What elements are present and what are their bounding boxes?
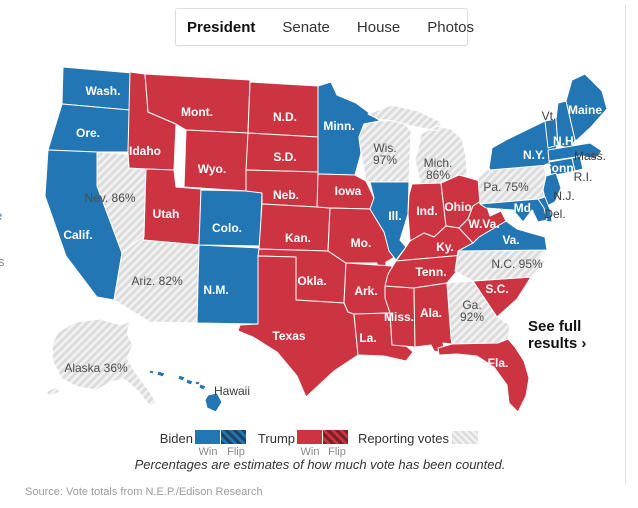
state-label-SD: S.D. [273, 150, 296, 164]
clipped-text-fragment-left-bottom: s [0, 254, 5, 269]
state-label-WA: Wash. [86, 84, 121, 98]
state-MI[interactable] [367, 104, 468, 187]
state-label-AR: Ark. [354, 284, 377, 298]
state-MA[interactable] [547, 142, 603, 162]
column-divider [625, 4, 626, 485]
state-TX[interactable] [237, 255, 359, 398]
state-MD[interactable] [479, 198, 548, 223]
state-NH[interactable] [555, 100, 576, 150]
state-label-RI: R.I. [574, 170, 593, 184]
state-label-NJ: N.J. [553, 189, 574, 203]
state-label-MT: Mont. [181, 105, 213, 119]
state-label-NC: N.C. 95% [491, 257, 543, 271]
state-label-CA: Calif. [63, 228, 92, 242]
state-label-NE: Neb. [273, 188, 299, 202]
legend-biden-label: Biden [159, 431, 193, 446]
state-label-HI: Hawaii [214, 384, 250, 398]
state-label-ME: Maine [568, 103, 602, 117]
state-label-NY: N.Y. [523, 148, 545, 162]
state-RI[interactable] [571, 155, 584, 172]
state-label-KS: Kan. [285, 231, 311, 245]
legend-trump-win-swatch [297, 430, 322, 444]
legend-biden-win-caption: Win [198, 446, 218, 458]
state-FL[interactable] [437, 338, 530, 413]
state-label-TX: Texas [272, 329, 305, 343]
state-label-WI: Wis. 97% [373, 141, 397, 167]
state-label-WV: W.Va. [468, 217, 499, 231]
state-label-PA: Pa. 75% [483, 180, 529, 194]
state-label-ND: N.D. [273, 110, 297, 124]
state-label-AL: Ala. [420, 306, 442, 320]
state-label-GA: Ga. 92% [460, 298, 484, 324]
state-label-TN: Tenn. [415, 265, 446, 279]
state-label-NM: N.M. [203, 283, 228, 297]
tab-bar: President Senate House Photos [175, 8, 474, 46]
state-label-VA: Va. [502, 233, 519, 247]
state-label-MI: Mich. 86% [424, 156, 453, 182]
state-WV[interactable] [458, 200, 507, 244]
clipped-text-fragment-left-top: e [0, 208, 2, 223]
legend-biden-flip-swatch [221, 430, 246, 444]
state-label-UT: Utah [153, 207, 180, 221]
state-label-MA: Mass. [574, 149, 606, 163]
state-label-AZ: Ariz. 82% [131, 274, 183, 288]
legend-reporting-label: Reporting votes [357, 431, 449, 446]
state-label-SC: S.C. [485, 282, 508, 296]
state-label-MN: Minn. [323, 119, 354, 133]
legend-trump-flip-caption: Flip [328, 446, 346, 458]
state-label-WY: Wyo. [198, 162, 226, 176]
state-label-VT: Vt. [542, 109, 557, 123]
state-label-ID: Idaho [129, 144, 161, 158]
state-label-CO: Colo. [212, 221, 242, 235]
map-note: Percentages are estimates of how much vo… [134, 457, 506, 472]
state-label-OR: Ore. [76, 126, 100, 140]
state-label-KY: Ky. [436, 240, 454, 254]
state-WY[interactable] [183, 129, 249, 192]
state-labels: Wash. Ore. Calif. Nev. 86% Idaho Mont. Wyo. Uta… [63, 84, 606, 398]
source-credit: Source: Vote totals from N.E.P./Edison R… [25, 486, 263, 498]
state-label-OK: Okla. [297, 274, 326, 288]
state-label-AK: Alaska 36% [64, 361, 128, 375]
state-label-MS: Miss. [384, 310, 414, 324]
state-label-NH: N.H. [553, 134, 577, 148]
tab-president[interactable]: President [187, 18, 256, 36]
legend-biden-win-swatch [195, 430, 220, 444]
see-full-results-line1: See full [528, 318, 582, 335]
state-shapes [44, 66, 608, 413]
state-label-CT: Conn. [543, 161, 577, 175]
state-label-MD: Md. [514, 201, 535, 215]
state-label-MO: Mo. [351, 236, 372, 250]
state-CO[interactable] [198, 189, 263, 247]
see-full-results-line2: results › [528, 335, 587, 352]
state-NJ[interactable] [542, 172, 562, 207]
state-label-OH: Ohio [444, 200, 471, 214]
legend-trump-label: Trump [257, 431, 295, 446]
tab-photos[interactable]: Photos [427, 18, 474, 36]
state-AK[interactable] [45, 318, 157, 407]
state-label-IL: Ill. [388, 209, 401, 223]
see-full-results-link[interactable]: See full results › [528, 318, 586, 352]
state-label-DE: Del. [544, 207, 565, 221]
tab-senate[interactable]: Senate [282, 18, 330, 36]
legend-reporting-swatch [452, 431, 478, 444]
state-label-IA: Iowa [335, 184, 362, 198]
tab-house[interactable]: House [356, 18, 401, 36]
state-HI[interactable] [148, 369, 223, 413]
legend-biden-flip-caption: Flip [227, 446, 245, 458]
state-label-IN: Ind. [416, 204, 437, 218]
state-label-FL: Fla. [488, 356, 509, 370]
state-label-LA: La. [359, 331, 376, 345]
state-ME[interactable] [565, 73, 608, 141]
state-OR[interactable] [47, 103, 131, 153]
legend-trump-flip-swatch [323, 430, 348, 444]
state-label-NV: Nev. 86% [84, 191, 135, 205]
legend-trump-win-caption: Win [300, 446, 320, 458]
state-NC[interactable] [454, 249, 548, 282]
